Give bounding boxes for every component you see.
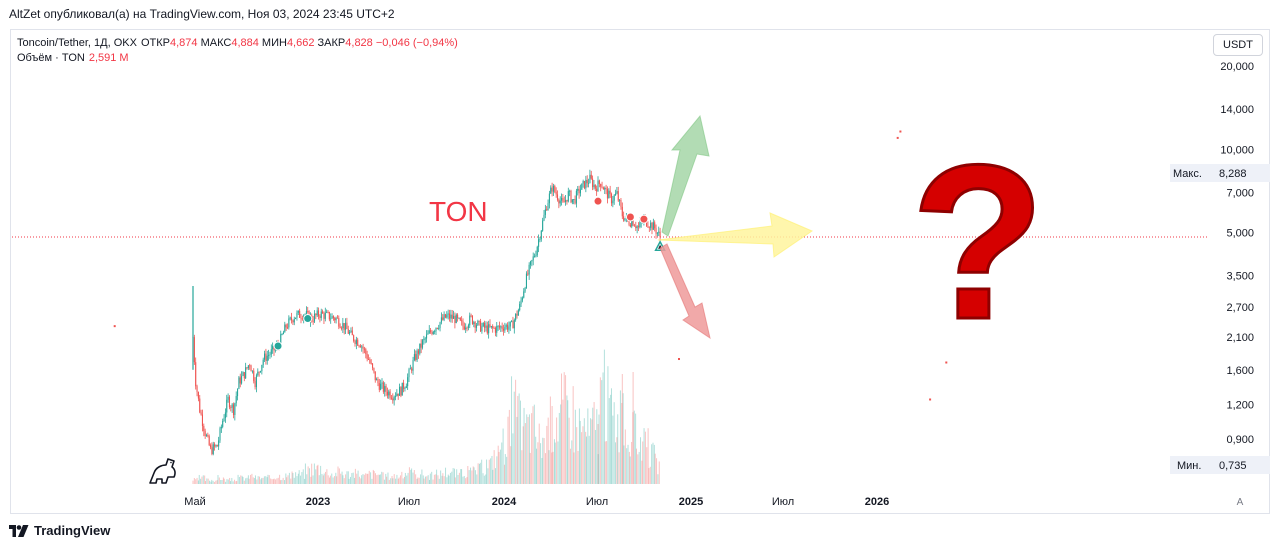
chart-frame <box>10 29 1270 514</box>
symbol-label[interactable]: Toncoin/Tether, 1Д, OKX <box>17 37 137 49</box>
open-value: 4,874 <box>170 37 198 49</box>
low-label: МИН <box>261 37 287 49</box>
tradingview-logo[interactable]: TradingView <box>9 523 110 538</box>
ohlc-row: Toncoin/Tether, 1Д, OKX ОТКР4,874 МАКС4,… <box>17 36 458 51</box>
close-label: ЗАКР <box>317 37 346 49</box>
close-value: 4,828 <box>345 37 373 49</box>
volume-row: Объём · TON 2,591 М <box>17 51 458 66</box>
auto-scale-button[interactable]: A <box>1236 496 1244 508</box>
high-label: МАКС <box>200 37 232 49</box>
tradingview-logo-icon <box>9 524 29 537</box>
low-value: 4,662 <box>286 37 315 49</box>
publisher-credit: AltZet опубликовал(а) на TradingView.com… <box>9 7 395 21</box>
change-value: −0,046 (−0,94%) <box>375 37 458 49</box>
open-label: ОТКР <box>140 37 170 49</box>
volume-label[interactable]: Объём · TON <box>17 52 85 64</box>
ohlc-values: ОТКР4,874 МАКС4,884 МИН4,662 ЗАКР4,828 −… <box>141 36 458 51</box>
volume-value: 2,591 М <box>88 52 129 64</box>
high-value: 4,884 <box>231 37 259 49</box>
chart-legend: Toncoin/Tether, 1Д, OKX ОТКР4,874 МАКС4,… <box>17 36 458 66</box>
footer-brand: TradingView <box>34 523 111 538</box>
currency-button[interactable]: USDT <box>1213 34 1263 56</box>
